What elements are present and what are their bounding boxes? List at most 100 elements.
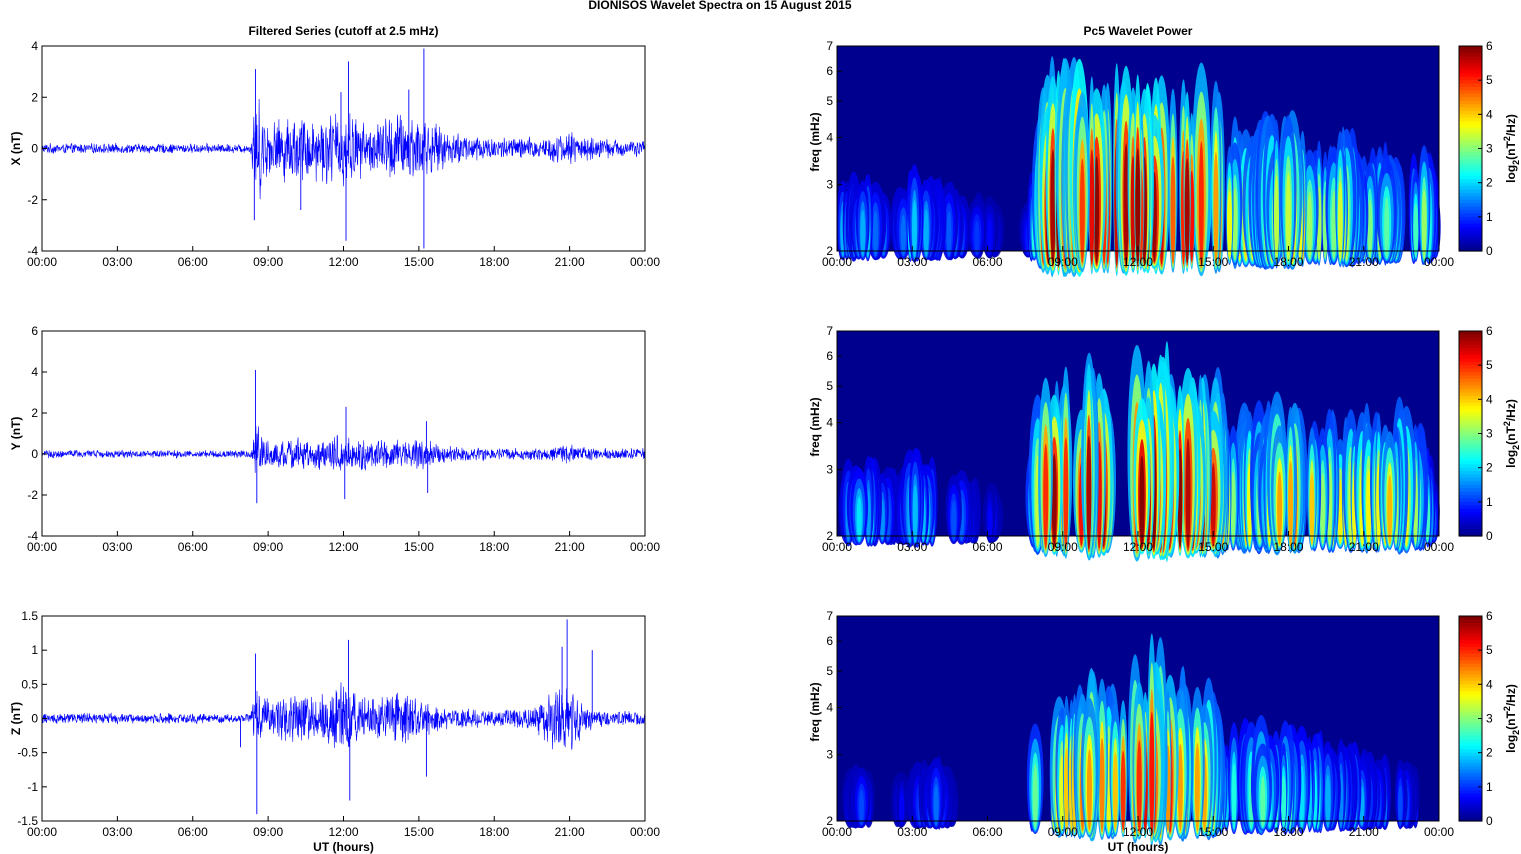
y-tick-label: -4 [27, 244, 38, 258]
colorbar-label: log2(nT2/Hz) [1502, 684, 1521, 753]
colorbar-swatch [1459, 474, 1482, 479]
power-blob [1079, 158, 1085, 264]
y-axis-label: freq (mHz) [808, 682, 822, 741]
colorbar-swatch [1459, 402, 1482, 407]
y-tick-label: 6 [826, 64, 833, 78]
colorbar-swatch [1459, 203, 1482, 208]
colorbar-swatch [1459, 227, 1482, 232]
power-blob [1307, 191, 1313, 259]
colorbar-swatch [1459, 430, 1482, 435]
power-blob [1064, 748, 1070, 831]
x-tick-label: 18:00 [1273, 255, 1303, 269]
colorbar-swatch [1459, 756, 1482, 761]
colorbar-swatch [1459, 684, 1482, 689]
colorbar-swatch [1459, 223, 1482, 228]
x-tick-label: 00:00 [1424, 825, 1454, 839]
colorbar-swatch [1459, 529, 1482, 534]
power-blob [923, 209, 929, 257]
colorbar-swatch [1459, 151, 1482, 156]
x-tick-label: 12:00 [328, 540, 358, 554]
colorbar-tick-label: 6 [1486, 609, 1493, 623]
colorbar-swatch [1459, 56, 1482, 61]
colorbar-swatch [1459, 114, 1482, 119]
colorbar-swatch [1459, 484, 1482, 489]
colorbar-swatch [1459, 240, 1482, 245]
x-tick-label: 12:00 [1123, 540, 1153, 554]
colorbar-swatch [1459, 626, 1482, 631]
colorbar-swatch [1459, 515, 1482, 520]
colorbar-swatch [1459, 179, 1482, 184]
y-tick-label: 0 [31, 447, 38, 461]
colorbar-swatch [1459, 148, 1482, 153]
colorbar-swatch [1459, 230, 1482, 235]
colorbar-swatch [1459, 522, 1482, 527]
colorbar-swatch [1459, 395, 1482, 400]
colorbar-swatch [1459, 155, 1482, 160]
colorbar-swatch [1459, 491, 1482, 496]
power-blob [1135, 148, 1141, 265]
y-tick-label: 6 [826, 349, 833, 363]
panel-title: Pc5 Wavelet Power [1084, 24, 1193, 38]
colorbar-tick-label: 2 [1486, 461, 1493, 475]
x-tick-label: 00:00 [1424, 255, 1454, 269]
colorbar-swatch [1459, 814, 1482, 819]
colorbar-tick-label: 2 [1486, 746, 1493, 760]
colorbar-swatch [1459, 90, 1482, 95]
x-tick-label: 21:00 [555, 540, 585, 554]
colorbar-swatch [1459, 735, 1482, 740]
colorbar-swatch [1459, 698, 1482, 703]
power-blob [1232, 187, 1238, 260]
power-blob [1149, 711, 1155, 836]
power-blob [1089, 149, 1095, 265]
x-tick-label: 15:00 [1198, 255, 1228, 269]
power-blob [1421, 189, 1427, 260]
colorbar-swatch [1459, 677, 1482, 682]
colorbar-swatch [1459, 454, 1482, 459]
colorbar-swatch [1459, 525, 1482, 530]
power-blob [860, 209, 866, 257]
colorbar-swatch [1459, 59, 1482, 64]
x-tick-label: 09:00 [1048, 825, 1078, 839]
power-blob [987, 504, 993, 541]
colorbar-swatch [1459, 87, 1482, 92]
series-trace [41, 98, 646, 200]
x-tick-label: 06:00 [178, 540, 208, 554]
colorbar-swatch [1459, 646, 1482, 651]
y-tick-label: -4 [27, 529, 38, 543]
power-blob [1099, 738, 1105, 833]
colorbar-swatch [1459, 233, 1482, 238]
colorbar-swatch [1459, 76, 1482, 81]
power-blob [1337, 181, 1343, 261]
colorbar-swatch [1459, 69, 1482, 74]
colorbar-swatch [1459, 337, 1482, 342]
colorbar-swatch [1459, 518, 1482, 523]
colorbar-swatch [1459, 426, 1482, 431]
panel-title: Filtered Series (cutoff at 2.5 mHz) [248, 24, 438, 38]
x-tick-label: 00:00 [630, 255, 660, 269]
y-axis-label: freq (mHz) [808, 397, 822, 456]
colorbar-swatch [1459, 165, 1482, 170]
power-blob [900, 214, 906, 256]
colorbar-swatch [1459, 776, 1482, 781]
power-blob [951, 500, 957, 541]
colorbar-swatch [1459, 433, 1482, 438]
colorbar-swatch [1459, 368, 1482, 373]
colorbar-tick-label: 5 [1486, 73, 1493, 87]
power-blob [1320, 473, 1326, 545]
y-tick-label: 1.5 [21, 609, 38, 623]
figure-title: DIONISOS Wavelet Spectra on 15 August 20… [588, 0, 852, 12]
line-chart-filtered-x: 420-2-400:00 03:00 06:00 09:00 12:00 15:00 18:… [9, 24, 660, 269]
colorbar-swatch [1459, 354, 1482, 359]
x-tick-label: 12:00 [1123, 255, 1153, 269]
x-tick-label: 21:00 [1349, 255, 1379, 269]
colorbar-swatch [1459, 134, 1482, 139]
x-tick-label: 09:00 [253, 540, 283, 554]
colorbar-swatch [1459, 128, 1482, 133]
colorbar-swatch [1459, 701, 1482, 706]
colorbar-swatch [1459, 46, 1482, 51]
colorbar-swatch [1459, 512, 1482, 517]
colorbar-swatch [1459, 110, 1482, 115]
y-axis-label: freq (mHz) [808, 112, 822, 171]
